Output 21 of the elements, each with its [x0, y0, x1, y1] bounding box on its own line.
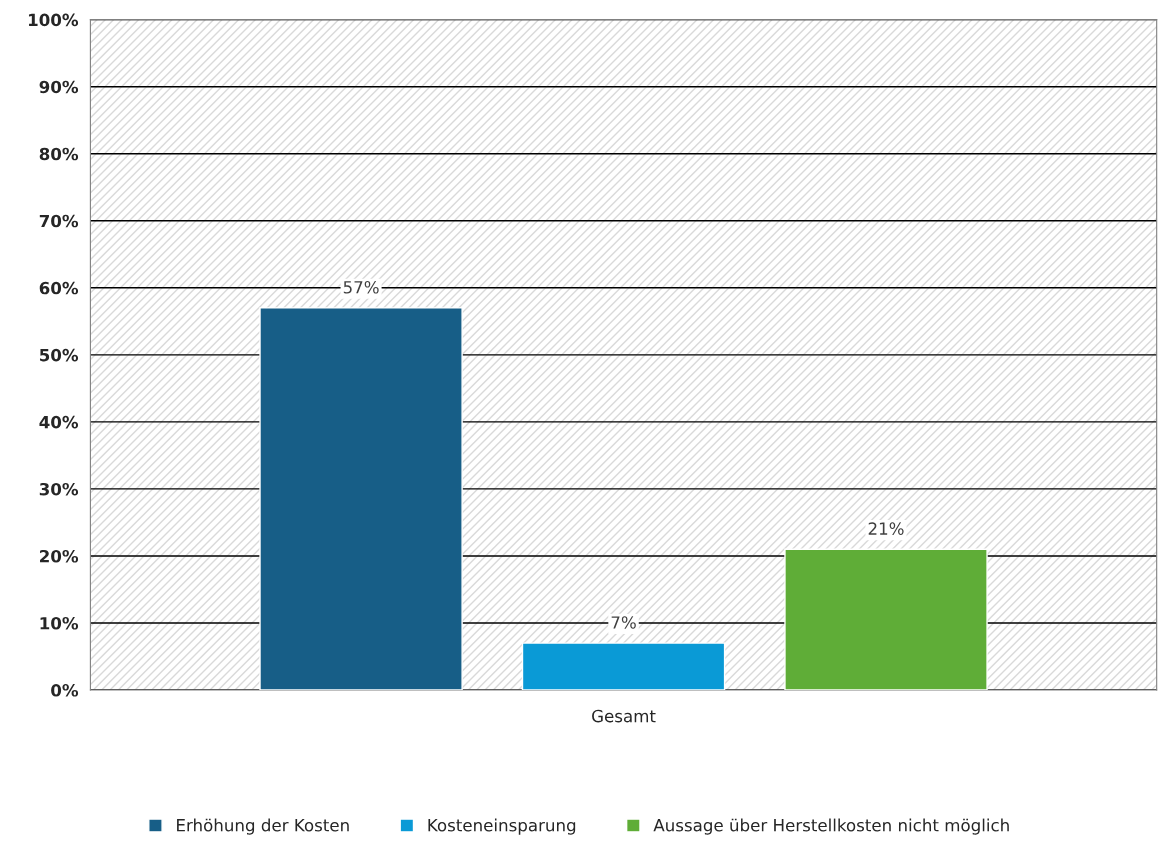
y-tick-label: 100% — [28, 13, 79, 27]
legend-label: Erhöhung der Kosten — [177, 818, 349, 835]
bar — [521, 642, 726, 691]
y-tick-label: 80% — [39, 147, 79, 161]
data-label: 7% — [611, 616, 636, 629]
y-tick-label: 0% — [51, 683, 79, 697]
y-tick-label: 60% — [39, 281, 79, 295]
y-tick-label: 30% — [39, 482, 79, 496]
y-tick-label: 20% — [40, 549, 79, 563]
bar — [259, 307, 463, 691]
y-tick-label: 40% — [39, 415, 79, 429]
legend-label: Aussage über Herstellkosten nicht möglich — [653, 818, 1009, 835]
y-tick-label: 50% — [39, 348, 79, 362]
data-label: 21% — [868, 522, 904, 535]
y-tick-label: 10% — [40, 616, 79, 630]
legend-label: Kosteneinsparung — [428, 818, 576, 835]
bar — [784, 548, 988, 691]
data-label: 57% — [343, 280, 379, 294]
y-tick-label: 90% — [39, 80, 79, 94]
x-tick-label: Gesamt — [592, 709, 656, 723]
y-tick-label: 70% — [39, 214, 79, 228]
